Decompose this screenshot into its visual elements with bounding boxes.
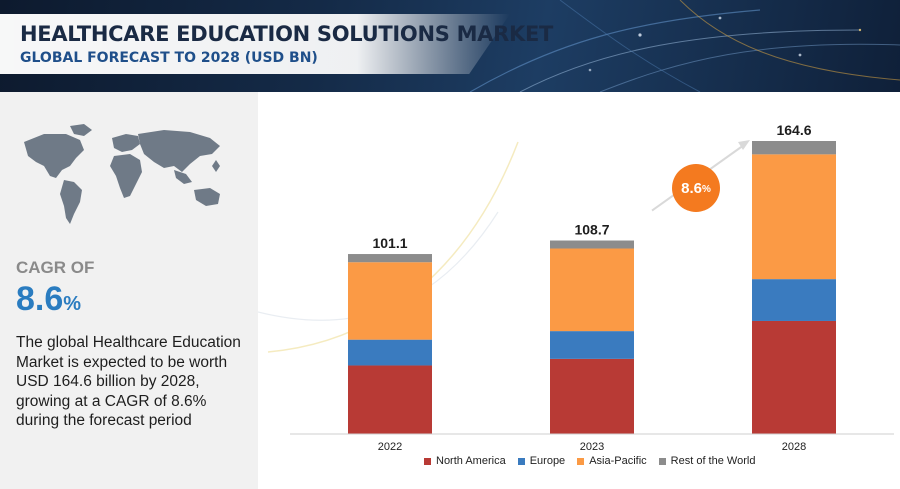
bar-segment-europe-2023	[550, 331, 634, 359]
trend-arrow-head	[738, 140, 750, 150]
legend-item-asia-pacific: Asia-Pacific	[577, 455, 647, 467]
bar-segment-north-america-2023	[550, 358, 634, 434]
cagr-number: 8.6	[16, 280, 64, 318]
cagr-bubble: 8.6%	[672, 164, 720, 212]
header-banner: HEALTHCARE EDUCATION SOLUTIONS MARKET GL…	[0, 0, 900, 92]
x-tick-label-2028: 2028	[782, 441, 806, 453]
stacked-bar-chart: 101.1 2022 108.7 2023 164.6 2028	[258, 122, 894, 453]
bar-total-label-2022: 101.1	[372, 235, 407, 251]
market-description: The global Healthcare Education Market i…	[16, 334, 241, 429]
legend-label: North America	[436, 455, 506, 467]
bar-segment-rest-of-the-world-2028	[752, 141, 836, 155]
x-tick-label-2023: 2023	[580, 441, 604, 453]
legend-label: Europe	[529, 455, 566, 467]
bar-total-label-2028: 164.6	[776, 122, 811, 138]
bar-segment-north-america-2028	[752, 320, 836, 434]
bar-segment-asia-pacific-2028	[752, 154, 836, 280]
legend-item-north-america: North America	[424, 455, 506, 467]
title-box	[0, 14, 510, 74]
legend-label: Asia-Pacific	[589, 455, 647, 467]
legend-swatch	[577, 457, 585, 465]
cagr-label: CAGR OF	[16, 258, 95, 277]
cagr-bubble-value: 8.6	[681, 179, 702, 197]
legend-swatch	[517, 457, 525, 465]
chart-legend: North America Europe Asia-Pacific Rest of t…	[424, 454, 767, 468]
legend-item-rest-of-the-world: Rest of the World	[658, 455, 756, 467]
bar-segment-rest-of-the-world-2023	[550, 240, 634, 249]
bar-segment-europe-2028	[752, 279, 836, 321]
legend-item-europe: Europe	[517, 455, 566, 467]
bar-segment-asia-pacific-2022	[348, 262, 432, 340]
legend-swatch	[424, 457, 431, 465]
legend-label: Rest of the World	[670, 455, 756, 467]
bar-segment-rest-of-the-world-2022	[348, 254, 432, 263]
cagr-value: 8.6%	[16, 280, 81, 319]
world-map-icon	[24, 124, 220, 224]
bar-segment-europe-2022	[348, 339, 432, 366]
cagr-unit: %	[63, 293, 82, 315]
cagr-bubble-unit: %	[701, 184, 711, 195]
bar-segment-asia-pacific-2023	[550, 248, 634, 332]
bar-total-label-2023: 108.7	[574, 222, 609, 238]
chart-area: 101.1 2022 108.7 2023 164.6 2028	[258, 92, 900, 489]
summary-panel: CAGR OF 8.6% The global Healthcare Educa…	[0, 92, 258, 489]
bar-segment-north-america-2022	[348, 365, 432, 434]
x-tick-label-2022: 2022	[378, 441, 402, 453]
chart-title: HEALTHCARE EDUCATION SOLUTIONS MARKET	[20, 22, 554, 46]
header-background-graphic	[469, 0, 900, 92]
legend-swatch	[658, 457, 666, 465]
chart-subtitle: GLOBAL FORECAST TO 2028 (USD BN)	[20, 50, 318, 66]
